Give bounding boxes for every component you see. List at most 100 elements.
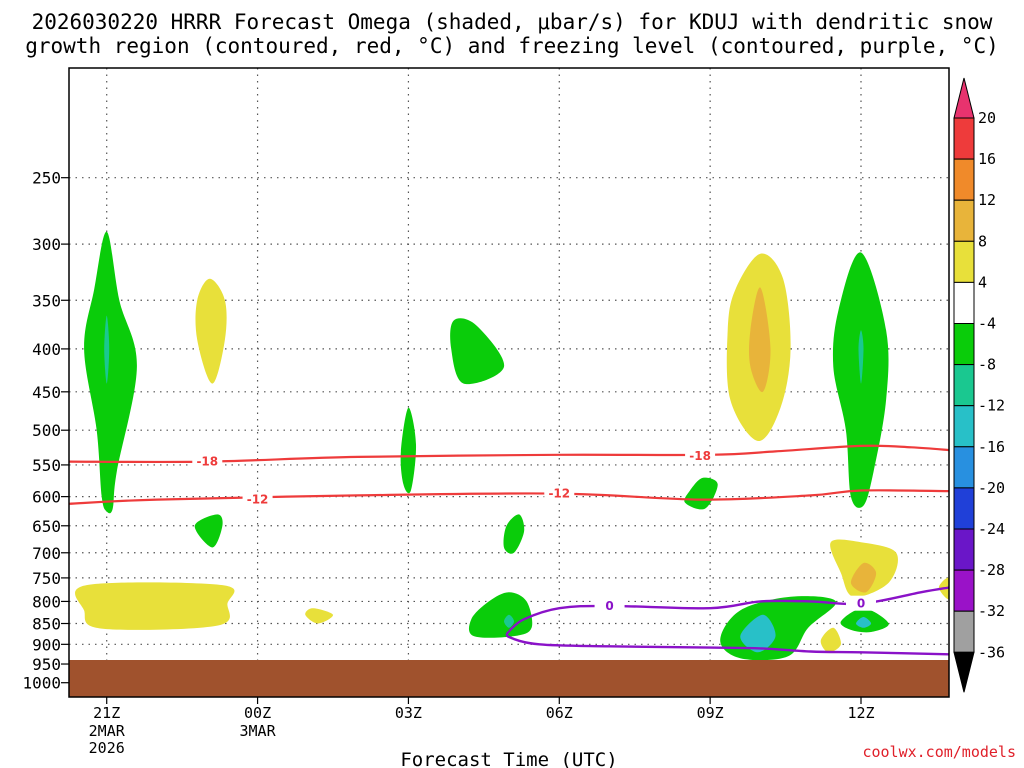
colorbar-label--28: -28	[978, 561, 1005, 579]
omega-blob-12z-low-core	[856, 617, 872, 628]
ytick-label-500: 500	[32, 421, 61, 440]
colorbar-swatch-13	[953, 610, 975, 653]
plot-frame	[68, 67, 950, 698]
colorbar-label-12: 12	[978, 191, 996, 209]
omega-blob-08z-low	[468, 592, 533, 638]
omega-blob-21z-core	[104, 315, 110, 384]
ytick-label-400: 400	[32, 340, 61, 359]
omega-blob-10z-upward-core	[748, 287, 771, 393]
xtick-label-00Z: 00Z	[244, 704, 271, 722]
omega-blob-21z-low	[75, 582, 235, 630]
colorbar-swatch-5	[953, 281, 975, 324]
isotherm-minus18-label-bg	[192, 453, 223, 469]
omega-blob-11z-small	[820, 627, 841, 653]
freezing-level-0c-segment-1	[508, 586, 949, 633]
ytick-label-600: 600	[32, 488, 61, 507]
ytick-label-550: 550	[32, 456, 61, 475]
omega-blob-04z-small	[305, 608, 334, 624]
xtick-label-09Z: 09Z	[697, 704, 724, 722]
isotherm-minus12-label-bg	[242, 491, 273, 507]
colorbar-swatch-12	[953, 569, 975, 612]
chart-title-line2: growth region (contoured, red, °C) and f…	[25, 34, 999, 58]
xtick-label-03Z: 03Z	[395, 704, 422, 722]
ytick-label-850: 850	[32, 615, 61, 634]
omega-blob-21z-upper	[84, 231, 137, 514]
colorbar-swatch-6	[953, 323, 975, 366]
colorbar-label--12: -12	[978, 397, 1005, 415]
omega-blob-12z-upper-core	[858, 330, 864, 384]
ytick-label-300: 300	[32, 235, 61, 254]
ytick-label-1000: 1000	[22, 674, 61, 693]
colorbar-swatch-11	[953, 528, 975, 571]
colorbar-label-16: 16	[978, 150, 996, 168]
omega-shading	[75, 231, 949, 661]
omega-blob-10z-low-core	[740, 614, 776, 653]
xtick-sublabel-3MAR: 3MAR	[240, 722, 277, 740]
terrain-ground	[69, 660, 949, 697]
chart-title-line1: 2026030220 HRRR Forecast Omega (shaded, …	[32, 10, 993, 34]
colorbar-label-8: 8	[978, 232, 987, 250]
grid-lines	[69, 68, 949, 697]
xtick-sublabel-2MAR: 2MAR	[89, 722, 126, 740]
isotherm-minus18-label: -18	[689, 449, 711, 463]
colorbar-label--36: -36	[978, 643, 1005, 661]
ytick-label-250: 250	[32, 169, 61, 188]
colorbar-swatch-1	[953, 117, 975, 160]
ytick-label-350: 350	[32, 291, 61, 310]
colorbar-label--4: -4	[978, 315, 996, 333]
colorbar-label--8: -8	[978, 356, 996, 374]
colorbar: 20 16 12 8 4 -4 -8 -12 -16 -20 -24 -28 -32 -36	[953, 77, 1005, 693]
freezing-level-0c-label: 0	[605, 599, 613, 613]
isotherm-minus18-label: -18	[196, 455, 218, 469]
omega-blob-08z-low-core	[504, 614, 514, 628]
colorbar-label--20: -20	[978, 479, 1005, 497]
omega-blob-09z-mid	[684, 477, 718, 510]
xtick-sublabel-2026: 2026	[89, 739, 125, 757]
omega-blob-02z-mid	[194, 514, 223, 548]
omega-blob-2z-upward	[195, 278, 227, 384]
colorbar-label--16: -16	[978, 438, 1005, 456]
ytick-label-750: 750	[32, 569, 61, 588]
isotherm-minus18	[69, 444, 949, 464]
ytick-label-950: 950	[32, 655, 61, 674]
y-axis-ticks: 2503003504004505005506006507007508008509…	[22, 169, 69, 693]
x-axis-label: Forecast Time (UTC)	[400, 749, 617, 768]
colorbar-swatch-3	[953, 199, 975, 242]
isotherm-minus12-label: -12	[247, 493, 269, 507]
plot-area: -18 -18 -12 -12 0 0	[68, 67, 950, 698]
colorbar-label-4: 4	[978, 273, 987, 291]
colorbar-swatch-7	[953, 364, 975, 407]
freezing-level-0c-label: 0	[857, 597, 865, 611]
xtick-label-12Z: 12Z	[847, 704, 874, 722]
freezing-level-0c-label-bg	[846, 595, 876, 611]
isotherm-minus18-label-bg	[685, 448, 716, 464]
colorbar-swatch-10	[953, 487, 975, 530]
isotherm-minus12-label: -12	[548, 487, 570, 501]
colorbar-label-20: 20	[978, 109, 996, 127]
ytick-label-650: 650	[32, 517, 61, 536]
colorbar-swatch-2	[953, 158, 975, 201]
colorbar-label--24: -24	[978, 520, 1005, 538]
colorbar-swatch-8	[953, 405, 975, 448]
xtick-label-21Z: 21Z	[93, 704, 120, 722]
isotherm-minus12-label-bg	[544, 485, 575, 501]
omega-blob-07z-upper	[450, 318, 505, 385]
colorbar-top-arrow	[953, 77, 975, 119]
contour-lines: -18 -18 -12 -12 0 0	[69, 444, 949, 668]
omega-blob-08z-mid	[503, 514, 525, 554]
ytick-label-700: 700	[32, 544, 61, 563]
colorbar-swatch-9	[953, 446, 975, 489]
omega-blob-12z-mid-core	[850, 562, 877, 593]
omega-blob-03z-narrow	[400, 407, 417, 494]
ytick-label-800: 800	[32, 592, 61, 611]
ytick-label-900: 900	[32, 635, 61, 654]
colorbar-swatch-4	[953, 240, 975, 283]
ytick-label-450: 450	[32, 383, 61, 402]
xtick-label-06Z: 06Z	[546, 704, 573, 722]
colorbar-bottom-arrow	[953, 651, 975, 693]
colorbar-label--32: -32	[978, 602, 1005, 620]
credit-link[interactable]: coolwx.com/models	[862, 743, 1016, 761]
freezing-level-0c-label-bg	[594, 597, 625, 613]
